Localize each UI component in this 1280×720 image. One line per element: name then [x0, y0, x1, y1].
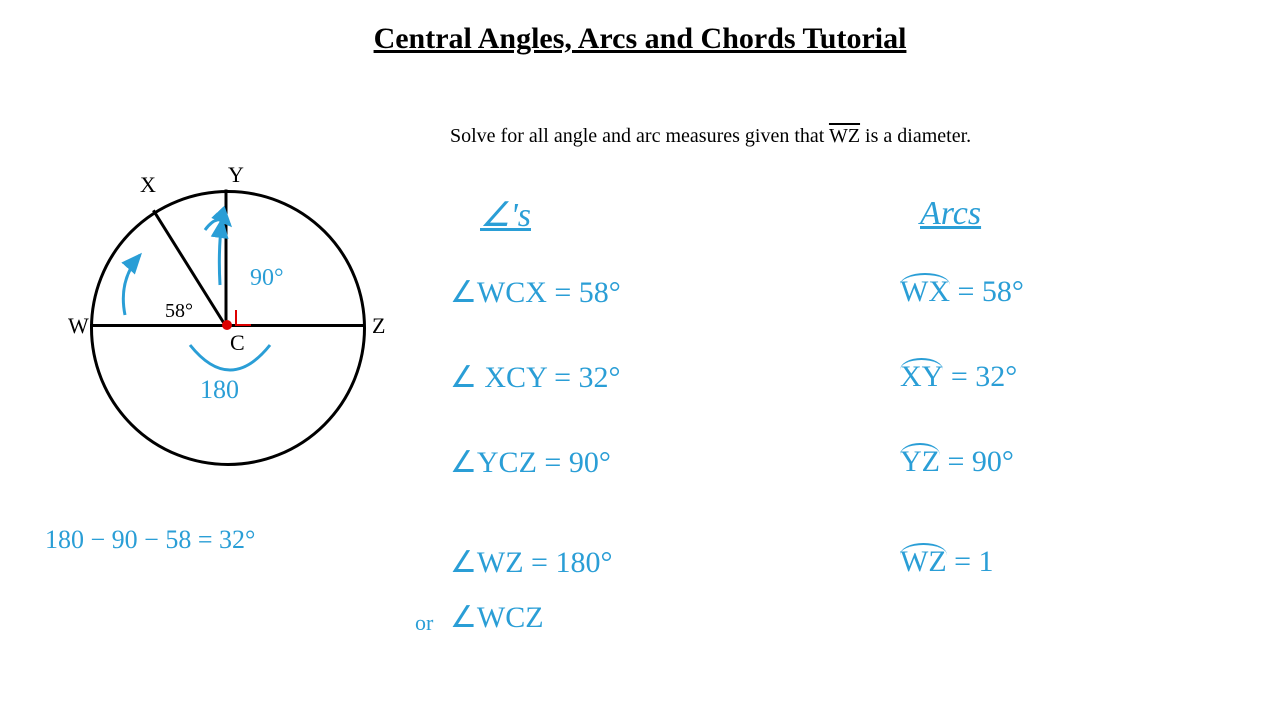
problem-prefix: Solve for all angle and arc measures giv… [450, 125, 829, 147]
circle-diagram: W X Y Z C 58° 90° 180 [70, 170, 380, 480]
arc-val-2: = 90° [940, 445, 1014, 478]
angle-row-1: ∠ XCY = 32° [450, 360, 621, 395]
page-title: Central Angles, Arcs and Chords Tutorial [0, 22, 1280, 56]
arcs-heading: Arcs [920, 195, 981, 233]
arc-val-1: = 32° [943, 360, 1017, 393]
one-eighty-annotation: 180 [200, 375, 239, 405]
diagram-arrows [70, 170, 380, 480]
arc-row-3: WZ = 1 [900, 545, 994, 579]
arc-row-2: YZ = 90° [900, 445, 1014, 479]
angle-row-0: ∠WCX = 58° [450, 275, 621, 310]
problem-suffix: is a diameter. [860, 125, 971, 147]
ninety-annotation: 90° [250, 265, 284, 292]
or-prefix: or [415, 610, 433, 636]
angle-row-2: ∠YCZ = 90° [450, 445, 611, 480]
arc-row-0: WX = 58° [900, 275, 1024, 309]
arc-name-1: XY [900, 360, 943, 394]
angle-row-3: ∠WZ = 180° [450, 545, 612, 580]
arc-val-0: = 58° [950, 275, 1024, 308]
arc-val-3: = 1 [947, 545, 994, 578]
angles-heading: ∠'s [480, 195, 531, 235]
calculation-line: 180 − 90 − 58 = 32° [45, 525, 255, 555]
arc-name-0: WX [900, 275, 950, 309]
arc-row-1: XY = 32° [900, 360, 1017, 394]
arc-name-2: YZ [900, 445, 940, 479]
segment-wz: WZ [829, 125, 860, 147]
angle-row-or: ∠WCZ [450, 600, 544, 635]
arc-name-3: WZ [900, 545, 947, 579]
problem-statement: Solve for all angle and arc measures giv… [450, 125, 971, 148]
